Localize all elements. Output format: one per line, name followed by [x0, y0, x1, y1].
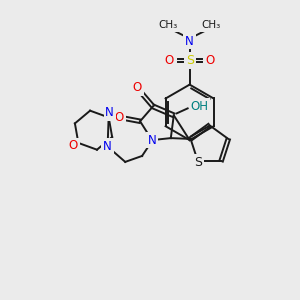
Text: CH₃: CH₃: [202, 20, 221, 30]
Text: N: N: [103, 140, 112, 152]
Text: N: N: [185, 34, 194, 47]
Text: O: O: [133, 81, 142, 94]
Text: CH₃: CH₃: [158, 20, 178, 30]
Text: O: O: [115, 111, 124, 124]
Text: O: O: [206, 54, 215, 67]
Text: N: N: [105, 106, 114, 119]
Text: OH: OH: [190, 100, 208, 113]
Text: S: S: [194, 156, 202, 169]
Text: O: O: [69, 140, 78, 152]
Text: N: N: [148, 134, 156, 147]
Text: O: O: [164, 54, 173, 67]
Text: S: S: [186, 54, 194, 67]
